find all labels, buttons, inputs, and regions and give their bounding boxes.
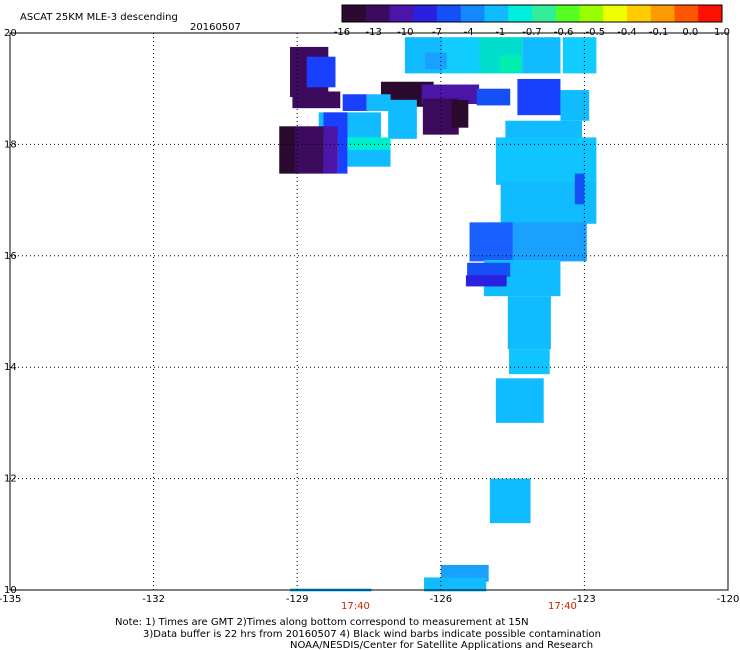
colorbar-frame xyxy=(341,4,723,23)
swath-cell xyxy=(499,55,521,72)
pass-time-1: 17:40 xyxy=(341,601,370,612)
lat-tick-label: 20 xyxy=(4,28,17,39)
colorbar-swatch xyxy=(342,5,367,22)
swath-cell xyxy=(337,126,348,174)
lat-tick-label: 16 xyxy=(4,251,17,262)
pass-time-2: 17:40 xyxy=(548,601,577,612)
colorbar xyxy=(341,4,723,23)
colorbar-swatch xyxy=(365,5,390,22)
colorbar-swatch xyxy=(508,5,533,22)
swath-cell xyxy=(294,126,324,174)
swath-cell xyxy=(279,126,297,174)
colorbar-swatch xyxy=(674,5,699,22)
lon-tick-label: -126 xyxy=(429,594,452,605)
colorbar-swatch xyxy=(579,5,604,22)
swath-cell xyxy=(306,56,336,88)
swath-cell xyxy=(342,94,367,111)
swath-cell xyxy=(507,296,551,350)
lon-tick-label: -129 xyxy=(286,594,309,605)
swath-cell xyxy=(509,349,550,375)
lon-tick-label: -135 xyxy=(0,594,21,605)
swath-cell xyxy=(425,52,447,70)
swath-cell xyxy=(347,137,391,152)
lat-tick-label: 12 xyxy=(4,474,17,485)
swath-cell xyxy=(469,222,513,262)
colorbar-swatch xyxy=(650,5,675,22)
swath-cell xyxy=(388,99,417,139)
swath-cell xyxy=(562,37,597,74)
swath-cell xyxy=(517,78,561,116)
swath-cell xyxy=(476,88,511,106)
note-line-3: NOAA/NESDIS/Center for Satellite Applica… xyxy=(290,640,593,650)
colorbar-swatch xyxy=(413,5,438,22)
swath-cells xyxy=(279,37,597,592)
swath-cell xyxy=(489,478,531,524)
swath-cell xyxy=(424,577,487,592)
map-frame xyxy=(9,32,729,591)
swath-cell xyxy=(505,120,583,141)
swath-cell xyxy=(522,37,561,74)
lon-tick-label: -123 xyxy=(573,594,596,605)
swath-cell xyxy=(292,91,341,109)
swath-cell xyxy=(495,378,544,423)
swath-cell xyxy=(323,126,338,174)
map-panel: -135 -132 -129 -126 -123 -120 20 18 16 14 12 10 xyxy=(0,28,739,605)
lon-tick-label: -132 xyxy=(142,594,165,605)
swath-cell xyxy=(451,99,469,128)
lon-tick-label: -120 xyxy=(717,594,740,605)
lat-tick-label: 10 xyxy=(4,585,17,596)
swath-cell xyxy=(347,149,391,167)
colorbar-swatch xyxy=(555,5,580,22)
product-date: 20160507 xyxy=(190,22,241,33)
latitude-labels: 20 18 16 14 12 10 xyxy=(4,28,17,596)
colorbar-swatch xyxy=(460,5,485,22)
swath-cell xyxy=(366,94,391,111)
colorbar-swatch xyxy=(484,5,509,22)
note-line-1: Note: 1) Times are GMT 2)Times along bot… xyxy=(115,617,529,628)
colorbar-swatch xyxy=(627,5,652,22)
colorbar-swatch xyxy=(698,5,723,22)
swath-cell xyxy=(574,173,585,205)
colorbar-swatch xyxy=(532,5,557,22)
swath-cell xyxy=(465,275,507,287)
longitude-labels: -135 -132 -129 -126 -123 -120 xyxy=(0,594,739,605)
swath-cell xyxy=(443,37,482,74)
colorbar-swatch xyxy=(603,5,628,22)
note-line-2: 3)Data buffer is 22 hrs from 20160507 4)… xyxy=(143,629,601,640)
lat-tick-label: 18 xyxy=(4,139,17,150)
colorbar-swatch xyxy=(437,5,462,22)
lat-tick-label: 14 xyxy=(4,362,17,373)
product-title: ASCAT 25KM MLE-3 descending xyxy=(20,12,178,23)
colorbar-swatch xyxy=(389,5,414,22)
swath-cell xyxy=(467,262,511,277)
